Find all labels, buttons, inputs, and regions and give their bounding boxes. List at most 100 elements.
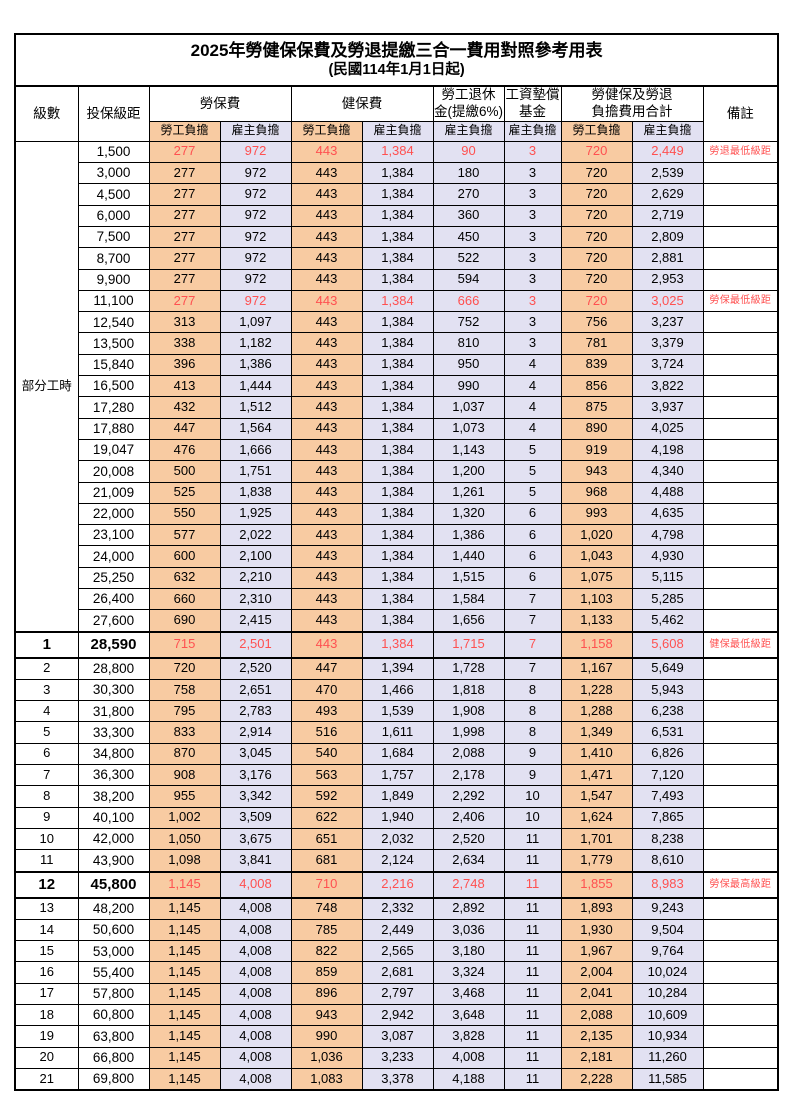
level-cell: 18	[14, 1004, 79, 1027]
value-cell-labor_employee: 277	[148, 247, 221, 270]
value-cell-health_employer: 1,384	[361, 630, 434, 659]
value-cell-health_employer: 1,384	[361, 311, 434, 334]
bracket-cell: 36,300	[77, 764, 150, 787]
value-cell-labor_employer: 972	[219, 289, 292, 313]
value-cell-labor_employer: 2,310	[219, 587, 292, 611]
value-cell-health_employee: 443	[290, 396, 363, 419]
value-cell-pension_employer: 2,520	[432, 827, 505, 851]
value-cell-fund_employer: 6	[503, 545, 562, 568]
value-cell-pension_employer: 450	[432, 225, 505, 249]
value-cell-labor_employer: 4,008	[219, 918, 292, 942]
value-cell-health_employee: 1,083	[290, 1067, 363, 1091]
value-cell-labor_employee: 715	[148, 630, 221, 659]
bracket-cell: 12,540	[77, 311, 150, 334]
remark-cell: 勞保最低級距	[702, 289, 779, 313]
value-cell-total_employer: 2,809	[631, 225, 704, 249]
value-cell-pension_employer: 1,261	[432, 481, 505, 504]
bracket-cell: 38,200	[77, 785, 150, 808]
value-cell-fund_employer: 4	[503, 396, 562, 419]
header-remark: 備註	[702, 85, 779, 142]
value-cell-fund_employer: 8	[503, 678, 562, 702]
value-cell-total_employer: 11,260	[631, 1046, 704, 1069]
title-row: 2025年勞健保保費及勞退提繳三合一費用對照參考用表 (民國114年1月1日起)	[14, 33, 779, 87]
bracket-cell: 48,200	[77, 897, 150, 920]
value-cell-health_employer: 1,384	[361, 545, 434, 568]
value-cell-health_employee: 443	[290, 545, 363, 568]
value-cell-health_employer: 1,384	[361, 162, 434, 185]
remark-cell	[702, 785, 779, 808]
value-cell-labor_employee: 1,145	[148, 1067, 221, 1091]
remark-cell	[702, 417, 779, 440]
value-cell-total_employer: 5,115	[631, 566, 704, 589]
remark-cell	[702, 375, 779, 398]
value-cell-fund_employer: 7	[503, 587, 562, 611]
value-cell-fund_employer: 4	[503, 353, 562, 377]
bracket-cell: 7,500	[77, 225, 150, 249]
value-cell-health_employer: 2,449	[361, 918, 434, 942]
remark-cell	[702, 764, 779, 787]
value-cell-total_employee: 720	[560, 247, 633, 270]
value-cell-health_employer: 1,384	[361, 268, 434, 291]
value-cell-pension_employer: 4,188	[432, 1067, 505, 1091]
header-group-row: 級數 投保級距 勞保費 健保費 勞工退休 金(提繳6%) 工資墊償 基金 勞健保…	[14, 85, 779, 142]
value-cell-health_employee: 622	[290, 806, 363, 829]
value-cell-labor_employer: 4,008	[219, 961, 292, 984]
header-labor-employee-burden: 勞工負擔	[148, 120, 221, 142]
value-cell-total_employer: 4,488	[631, 481, 704, 504]
value-cell-health_employer: 1,384	[361, 417, 434, 440]
value-cell-labor_employee: 720	[148, 657, 221, 680]
value-cell-pension_employer: 990	[432, 375, 505, 398]
value-cell-labor_employee: 277	[148, 289, 221, 313]
remark-cell	[702, 311, 779, 334]
value-cell-pension_employer: 752	[432, 311, 505, 334]
value-cell-labor_employer: 1,925	[219, 502, 292, 526]
value-cell-total_employer: 4,025	[631, 417, 704, 440]
value-cell-total_employee: 1,930	[560, 918, 633, 942]
bracket-cell: 24,000	[77, 545, 150, 568]
table-row: 17,880 447 1,564 443 1,384 1,073 4 890 4,025	[15, 417, 779, 440]
value-cell-pension_employer: 270	[432, 183, 505, 206]
value-cell-labor_employer: 3,342	[219, 785, 292, 808]
value-cell-pension_employer: 594	[432, 268, 505, 291]
value-cell-fund_employer: 3	[503, 140, 562, 164]
level-cell: 12	[14, 870, 79, 899]
value-cell-health_employee: 443	[290, 162, 363, 185]
bracket-cell: 19,047	[77, 438, 150, 462]
remark-cell	[702, 982, 779, 1006]
value-cell-total_employee: 2,181	[560, 1046, 633, 1069]
value-cell-labor_employer: 1,386	[219, 353, 292, 377]
value-cell-labor_employee: 1,145	[148, 1025, 221, 1048]
remark-cell	[702, 1067, 779, 1091]
premium-reference-table: 2025年勞健保保費及勞退提繳三合一費用對照參考用表 (民國114年1月1日起)…	[14, 33, 780, 1092]
value-cell-health_employee: 443	[290, 183, 363, 206]
bracket-cell: 60,800	[77, 1004, 150, 1027]
value-cell-total_employee: 720	[560, 225, 633, 249]
value-cell-labor_employee: 277	[148, 204, 221, 227]
value-cell-pension_employer: 950	[432, 353, 505, 377]
bracket-cell: 33,300	[77, 721, 150, 744]
value-cell-fund_employer: 11	[503, 918, 562, 942]
value-cell-labor_employer: 2,501	[219, 630, 292, 659]
header-health-group: 健保費	[290, 85, 434, 122]
value-cell-total_employee: 1,855	[560, 870, 633, 899]
bracket-cell: 63,800	[77, 1025, 150, 1048]
value-cell-total_employee: 1,410	[560, 742, 633, 766]
value-cell-total_employee: 1,893	[560, 897, 633, 920]
bracket-cell: 1,500	[77, 140, 150, 164]
level-cell: 20	[14, 1046, 79, 1069]
table-row: 5 33,300 833 2,914 516 1,611 1,998 8 1,349 6,531	[14, 721, 779, 744]
value-cell-total_employee: 968	[560, 481, 633, 504]
level-cell: 19	[14, 1025, 79, 1048]
value-cell-fund_employer: 3	[503, 289, 562, 313]
level-cell: 21	[14, 1067, 79, 1091]
value-cell-total_employer: 10,024	[631, 961, 704, 984]
value-cell-labor_employer: 4,008	[219, 870, 292, 899]
table-row: 15 53,000 1,145 4,008 822 2,565 3,180 11 1,967 9,…	[14, 940, 779, 963]
value-cell-fund_employer: 11	[503, 1004, 562, 1027]
value-cell-total_employee: 1,288	[560, 700, 633, 723]
value-cell-pension_employer: 360	[432, 204, 505, 227]
value-cell-labor_employee: 660	[148, 587, 221, 611]
value-cell-total_employer: 3,937	[631, 396, 704, 419]
value-cell-labor_employee: 1,002	[148, 806, 221, 829]
value-cell-total_employee: 1,075	[560, 566, 633, 589]
